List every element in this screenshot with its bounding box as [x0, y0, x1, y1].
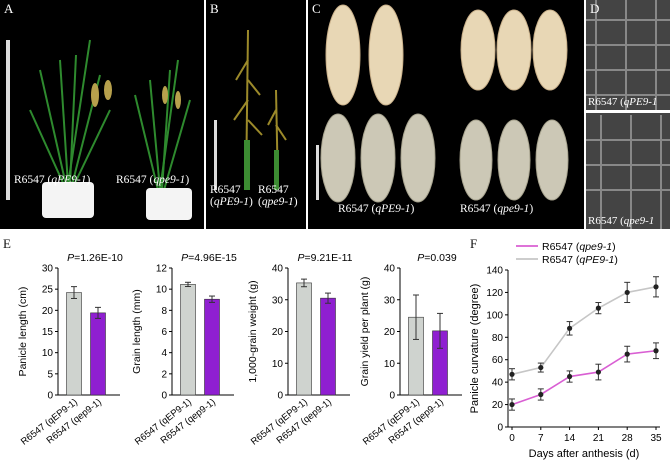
y-tick-label: 60 [492, 355, 504, 366]
bar [66, 292, 82, 396]
data-point [595, 369, 602, 375]
y-tick-label: 2 [161, 369, 167, 380]
x-tick-label: 0 [509, 433, 515, 444]
bar [296, 282, 312, 396]
y-axis-label: Panicle length (cm) [17, 287, 29, 377]
y-tick-label: 10 [272, 359, 284, 370]
panel-label-b: B [210, 1, 219, 16]
legend-label: R6547 (qpe9-1) [542, 241, 616, 253]
chart-title: P=4.96E-15 [181, 252, 237, 264]
y-axis-label: Grain yield per plant (g) [359, 277, 371, 387]
y-tick-label: 10 [156, 285, 168, 296]
y-tick-label: 15 [42, 327, 54, 338]
data-point [653, 284, 659, 290]
y-tick-label: 40 [492, 378, 504, 389]
caption-d-bottom: R6547 (qpe9-1 [588, 215, 655, 227]
rice-plants-illustration [6, 39, 192, 220]
data-point [567, 373, 573, 380]
photo-panel-a: A R6547 (qPE9-1) R6547 (qpe9-1) [0, 0, 204, 229]
panel-label-f: F [470, 236, 478, 251]
caption-a-right: R6547 (qpe9-1) [116, 174, 190, 186]
y-tick-label: 30 [42, 264, 54, 275]
caption-c-left: R6547 (qPE9-1) [338, 203, 415, 215]
sem-panel-d: D R6547 (qPE9-1 R6547 (qpe9-1 [586, 0, 670, 229]
y-tick-label: 0 [277, 391, 283, 402]
y-tick-label: 4 [161, 348, 167, 359]
photo-panel-b: B R6547 (qPE9-1) R6547 (qpe9-1) [206, 0, 306, 229]
y-tick-label: 30 [272, 295, 284, 306]
y-tick-label: 10 [42, 348, 54, 359]
data-point [595, 305, 602, 311]
x-tick-label: 14 [564, 433, 576, 444]
y-tick-label: 20 [272, 327, 284, 338]
y-tick-label: 0 [161, 391, 167, 402]
series-line [511, 349, 657, 406]
data-point [538, 391, 544, 398]
y-axis-label: Grain length (mm) [131, 289, 143, 374]
sem-texture-illustration [586, 0, 670, 229]
grains-illustration [316, 4, 569, 203]
chart-title: P=1.26E-10 [67, 252, 123, 264]
series-line [511, 286, 657, 376]
y-tick-label: 30 [384, 295, 396, 306]
caption-c-right: R6547 (qpe9-1) [460, 203, 534, 215]
bar [204, 298, 220, 396]
y-tick-label: 20 [492, 400, 504, 411]
caption-b-right: R6547 (qpe9-1) [258, 184, 298, 208]
y-tick-label: 0 [47, 391, 53, 402]
photo-panel-c: C R6547 (qPE9-1) R6547 (qpe9-1) [308, 0, 584, 229]
x-tick-label: 7 [538, 433, 544, 444]
chart-title: P=0.039 [417, 252, 457, 264]
x-tick-label: 21 [593, 433, 605, 444]
panel-label-c: C [312, 1, 321, 16]
panel-label-d: D [590, 1, 600, 16]
x-tick-label: 28 [622, 433, 634, 444]
y-tick-label: 6 [161, 327, 167, 338]
y-tick-label: 0 [389, 391, 395, 402]
data-point [624, 351, 630, 357]
caption-d-top: R6547 (qPE9-1 [588, 96, 658, 108]
y-tick-label: 80 [492, 333, 504, 344]
y-tick-label: 25 [42, 285, 54, 296]
y-axis-label: Panicle curvature (degree) [469, 284, 481, 414]
chart-title: P=9.21E-11 [298, 252, 353, 264]
data-point [538, 364, 544, 371]
y-tick-label: 40 [384, 264, 396, 275]
bar [90, 312, 106, 396]
y-tick-label: 8 [161, 306, 167, 317]
data-point [624, 289, 630, 296]
y-tick-label: 12 [156, 264, 168, 275]
data-point [653, 348, 659, 354]
y-tick-label: 140 [486, 266, 503, 277]
data-point [567, 325, 573, 331]
legend-label: R6547 (qPE9-1) [542, 254, 618, 266]
y-tick-label: 20 [42, 306, 54, 317]
x-axis-label: Days after anthesis (d) [529, 448, 640, 460]
data-point [509, 371, 515, 377]
panel-label-a: A [4, 1, 14, 16]
y-tick-label: 100 [486, 310, 503, 321]
caption-a-left: R6547 (qPE9-1) [14, 174, 91, 186]
bar [320, 297, 336, 396]
data-point [509, 401, 515, 408]
bar [180, 284, 196, 396]
y-axis-label: 1,000-grain weight (g) [247, 280, 259, 382]
panel-label-e: E [3, 236, 11, 251]
caption-b-left: R6547 (qPE9-1) [210, 184, 253, 208]
y-tick-label: 0 [497, 423, 503, 434]
panicles-illustration [214, 29, 287, 191]
y-tick-label: 20 [384, 327, 396, 338]
y-tick-label: 120 [486, 288, 503, 299]
y-tick-label: 10 [384, 359, 396, 370]
y-tick-label: 40 [272, 264, 284, 275]
x-tick-label: 35 [650, 433, 662, 444]
y-tick-label: 5 [47, 369, 53, 380]
